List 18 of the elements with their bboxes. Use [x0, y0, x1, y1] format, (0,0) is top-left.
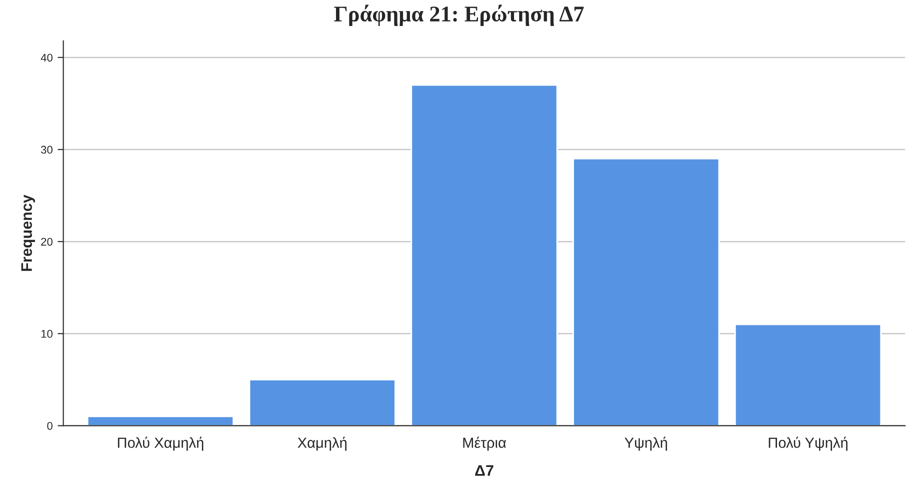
- chart-title: Γράφημα 21: Ερώτηση Δ7: [334, 4, 584, 26]
- bar: [572, 158, 720, 426]
- y-tick-label: 20: [41, 238, 52, 246]
- bar: [734, 324, 882, 426]
- x-tick-label: Πολύ Υψηλή: [768, 436, 848, 451]
- x-tick-label: Μέτρια: [463, 436, 506, 451]
- bar: [86, 416, 234, 426]
- bar: [248, 378, 396, 426]
- x-axis-title: Δ7: [475, 465, 494, 476]
- x-tick-label: Υψηλή: [624, 436, 667, 451]
- y-tick-label: 30: [40, 146, 52, 154]
- y-tick-label: 10: [41, 330, 52, 338]
- bar: [410, 84, 558, 426]
- x-tick-label: Χαμηλή: [298, 436, 346, 451]
- y-tick-label: 40: [40, 54, 52, 62]
- y-axis-title: Frequency: [21, 194, 36, 271]
- x-tick-label: Πολύ Χαμηλή: [118, 436, 204, 451]
- y-tick-label: 0: [47, 422, 52, 430]
